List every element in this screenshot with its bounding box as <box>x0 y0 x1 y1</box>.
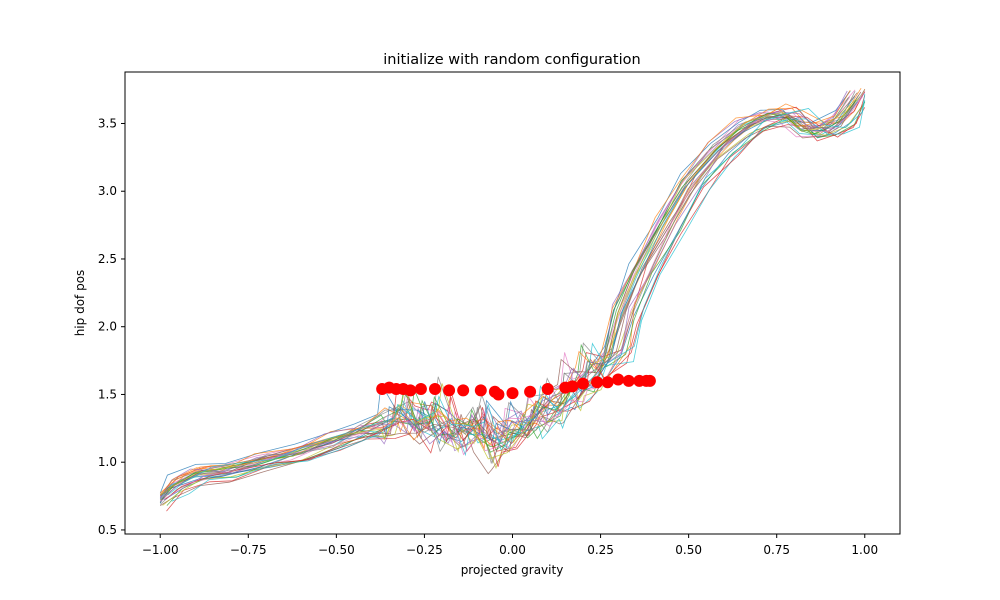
series-line <box>159 90 851 494</box>
y-tick-label: 2.5 <box>98 252 117 266</box>
x-tick-label: 0.75 <box>763 543 790 557</box>
series-line <box>159 95 859 505</box>
y-tick-label: 3.5 <box>98 116 117 130</box>
state-marker <box>612 373 625 386</box>
series-line <box>159 92 858 497</box>
series-layer <box>159 87 866 512</box>
state-marker <box>492 388 505 401</box>
y-tick-label: 3.0 <box>98 184 117 198</box>
state-marker <box>566 380 579 393</box>
x-tick-label: 0.50 <box>675 543 702 557</box>
y-axis: 0.5 1.0 1.5 2.0 2.5 3.0 3.5 <box>98 116 125 537</box>
state-marker <box>429 383 441 396</box>
state-marker <box>643 374 656 387</box>
series-line <box>167 93 866 496</box>
x-tick-label: 0.00 <box>499 543 526 557</box>
chart-title: initialize with random configuration <box>383 52 640 68</box>
x-tick-label: 1.00 <box>851 543 878 557</box>
state-marker <box>601 376 614 389</box>
x-axis: −1.00 −0.75 −0.50 −0.25 0.00 0.25 0.50 0.75 1.00 <box>142 534 878 557</box>
y-tick-label: 1.0 <box>98 455 117 469</box>
y-axis-label: hip dof pos <box>73 270 87 337</box>
plot-area <box>159 87 866 512</box>
series-line <box>159 101 856 506</box>
x-tick-label: 0.25 <box>587 543 614 557</box>
series-line <box>159 92 866 500</box>
series-line <box>159 96 864 502</box>
state-marker <box>506 387 519 400</box>
series-line <box>159 90 848 499</box>
series-line <box>159 87 862 494</box>
series-line <box>171 100 866 502</box>
x-axis-label: projected gravity <box>461 563 564 577</box>
x-tick-label: −0.75 <box>230 543 267 557</box>
y-tick-label: 2.0 <box>98 320 117 334</box>
state-marker <box>443 384 456 397</box>
state-marker <box>457 384 470 397</box>
state-marker <box>576 377 589 390</box>
series-line <box>159 98 857 496</box>
x-tick-label: −1.00 <box>142 543 179 557</box>
state-marker <box>541 383 554 396</box>
state-marker <box>524 385 537 398</box>
state-marker <box>591 376 604 389</box>
marker-layer <box>376 373 656 401</box>
state-marker <box>474 384 487 397</box>
x-tick-label: −0.50 <box>318 543 355 557</box>
state-marker <box>414 383 427 396</box>
state-marker <box>404 384 417 397</box>
series-line <box>165 95 866 500</box>
state-marker <box>622 374 635 387</box>
x-tick-label: −0.25 <box>406 543 443 557</box>
y-tick-label: 1.5 <box>98 387 117 401</box>
y-tick-label: 0.5 <box>98 523 117 537</box>
